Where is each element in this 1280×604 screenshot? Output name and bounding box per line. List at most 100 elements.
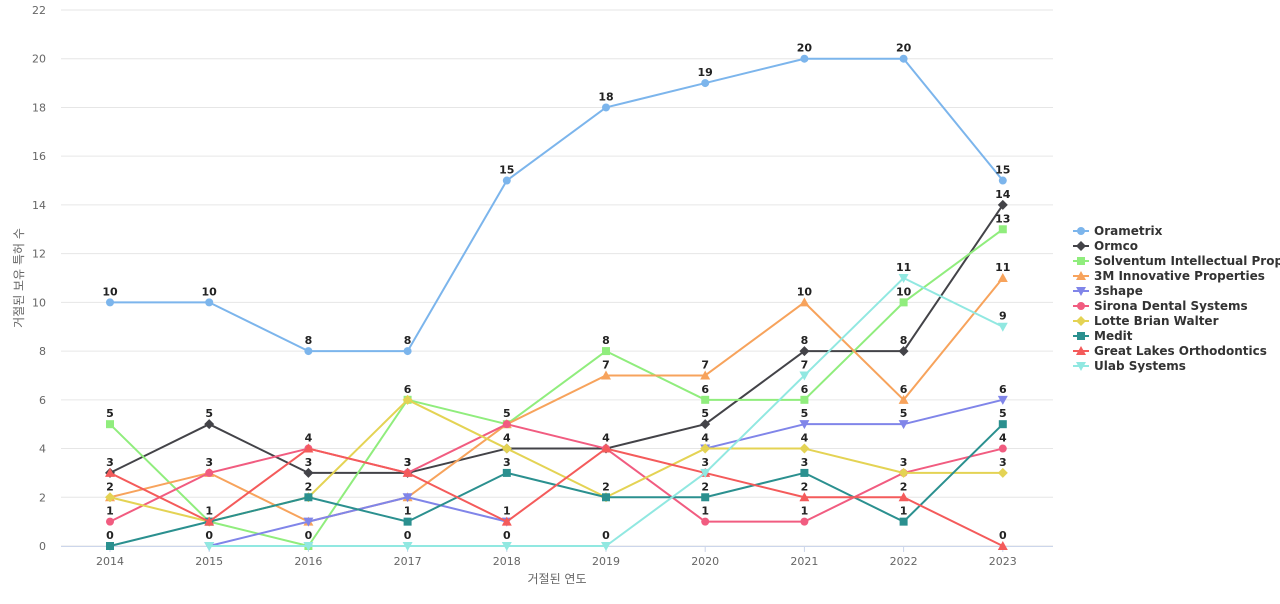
data-point-marker[interactable] <box>899 517 908 526</box>
data-point-marker[interactable] <box>403 517 412 526</box>
data-point-marker[interactable] <box>602 103 610 112</box>
data-point-marker[interactable] <box>602 347 610 356</box>
series-line[interactable] <box>109 57 1004 353</box>
data-point-marker[interactable] <box>304 493 313 502</box>
data-point-marker[interactable] <box>799 443 810 454</box>
data-point-marker[interactable] <box>799 297 810 307</box>
data-point-marker[interactable] <box>899 298 908 307</box>
data-point-marker[interactable] <box>998 420 1007 429</box>
data-point-marker[interactable] <box>998 225 1007 234</box>
data-point-marker[interactable] <box>205 468 214 477</box>
data-point-marker[interactable] <box>502 176 511 185</box>
data-label: 5 <box>106 407 114 420</box>
data-point-marker[interactable] <box>898 274 909 283</box>
data-point-marker[interactable] <box>800 468 809 477</box>
data-point-marker[interactable] <box>898 420 909 430</box>
data-point-marker[interactable] <box>106 517 114 526</box>
data-point-marker <box>1077 332 1085 340</box>
series-line[interactable] <box>109 228 1004 547</box>
data-point-marker[interactable] <box>204 516 215 526</box>
data-point-marker[interactable] <box>204 542 215 551</box>
data-point-marker[interactable] <box>304 347 313 356</box>
data-point-marker[interactable] <box>402 493 413 503</box>
data-point-marker[interactable] <box>898 394 909 404</box>
data-point-marker[interactable] <box>402 467 413 477</box>
legend-item[interactable]: 3shape <box>1073 284 1143 298</box>
data-point-marker[interactable] <box>997 467 1008 478</box>
data-point-marker[interactable] <box>800 517 809 526</box>
data-point-marker <box>1076 346 1086 355</box>
data-point-marker[interactable] <box>898 492 909 502</box>
data-point-marker[interactable] <box>898 467 909 478</box>
data-point-marker[interactable] <box>303 467 314 478</box>
data-point-marker[interactable] <box>700 443 711 454</box>
data-point-marker[interactable] <box>601 542 611 551</box>
data-point-marker[interactable] <box>502 420 511 429</box>
series-line[interactable] <box>109 398 1004 523</box>
legend-item[interactable]: Ulab Systems <box>1073 359 1186 373</box>
legend-item[interactable]: Sirona Dental Systems <box>1073 299 1248 313</box>
data-point-marker[interactable] <box>799 420 810 430</box>
data-point-marker[interactable] <box>700 468 711 478</box>
data-point-marker[interactable] <box>105 492 115 503</box>
data-label: 19 <box>698 66 713 79</box>
data-label: 3 <box>900 456 908 469</box>
data-point-marker[interactable] <box>997 541 1008 550</box>
data-point-marker[interactable] <box>899 54 908 63</box>
data-point-marker[interactable] <box>800 395 809 404</box>
data-label: 0 <box>205 529 213 542</box>
data-point-marker[interactable] <box>106 298 114 307</box>
legend-item[interactable]: Ormco <box>1073 239 1138 253</box>
data-point-marker[interactable] <box>701 395 710 404</box>
data-point-marker[interactable] <box>601 370 611 380</box>
data-point-marker[interactable] <box>701 517 710 526</box>
legend-item[interactable]: Orametrix <box>1073 224 1163 238</box>
y-tick-label: 2 <box>39 491 46 504</box>
legend-item[interactable]: 3M Innovative Properties <box>1073 269 1265 283</box>
data-point-marker[interactable] <box>799 371 810 381</box>
series-line[interactable] <box>109 277 1004 523</box>
data-point-marker[interactable] <box>997 199 1008 210</box>
data-point-marker[interactable] <box>998 176 1007 185</box>
data-point-marker[interactable] <box>997 273 1008 282</box>
legend-item[interactable]: Medit <box>1073 329 1133 343</box>
series-line[interactable] <box>109 447 1004 547</box>
data-point-marker[interactable] <box>998 444 1007 453</box>
data-point-marker[interactable] <box>106 420 114 429</box>
legend-item[interactable]: Lotte Brian Walter <box>1073 314 1219 328</box>
data-point-marker[interactable] <box>402 542 413 551</box>
data-point-marker[interactable] <box>403 347 412 356</box>
data-point-marker[interactable] <box>997 395 1008 405</box>
data-point-marker[interactable] <box>105 467 115 477</box>
series-line[interactable] <box>208 277 1004 547</box>
data-point-marker[interactable] <box>700 370 711 380</box>
data-point-marker[interactable] <box>303 542 314 551</box>
data-label: 1 <box>106 505 114 518</box>
data-point-marker[interactable] <box>799 346 810 357</box>
data-point-marker[interactable] <box>800 54 809 63</box>
data-point-marker[interactable] <box>106 542 114 550</box>
data-point-marker[interactable] <box>601 443 611 453</box>
data-point-marker[interactable] <box>205 298 214 307</box>
data-point-marker[interactable] <box>501 516 512 526</box>
data-point-marker[interactable] <box>204 419 215 430</box>
data-point-marker[interactable] <box>799 492 810 502</box>
legend-item[interactable]: Great Lakes Orthodontics <box>1073 344 1267 358</box>
legend-item[interactable]: Solventum Intellectual Prop... <box>1073 254 1280 268</box>
data-label: 13 <box>995 212 1010 225</box>
data-point-marker[interactable] <box>997 322 1008 332</box>
series-line[interactable] <box>109 203 1004 474</box>
data-point-marker[interactable] <box>700 419 711 430</box>
data-point-marker[interactable] <box>898 346 909 357</box>
data-point-marker[interactable] <box>501 443 512 454</box>
data-point-marker[interactable] <box>303 443 314 453</box>
data-point-marker[interactable] <box>402 394 413 405</box>
data-point-marker[interactable] <box>303 517 314 527</box>
data-point-marker <box>1076 287 1086 296</box>
data-point-marker[interactable] <box>701 79 710 88</box>
data-point-marker[interactable] <box>502 468 511 477</box>
data-point-marker[interactable] <box>501 542 512 551</box>
data-point-marker[interactable] <box>602 493 610 502</box>
data-point-marker[interactable] <box>701 493 710 502</box>
data-label: 7 <box>602 358 610 371</box>
